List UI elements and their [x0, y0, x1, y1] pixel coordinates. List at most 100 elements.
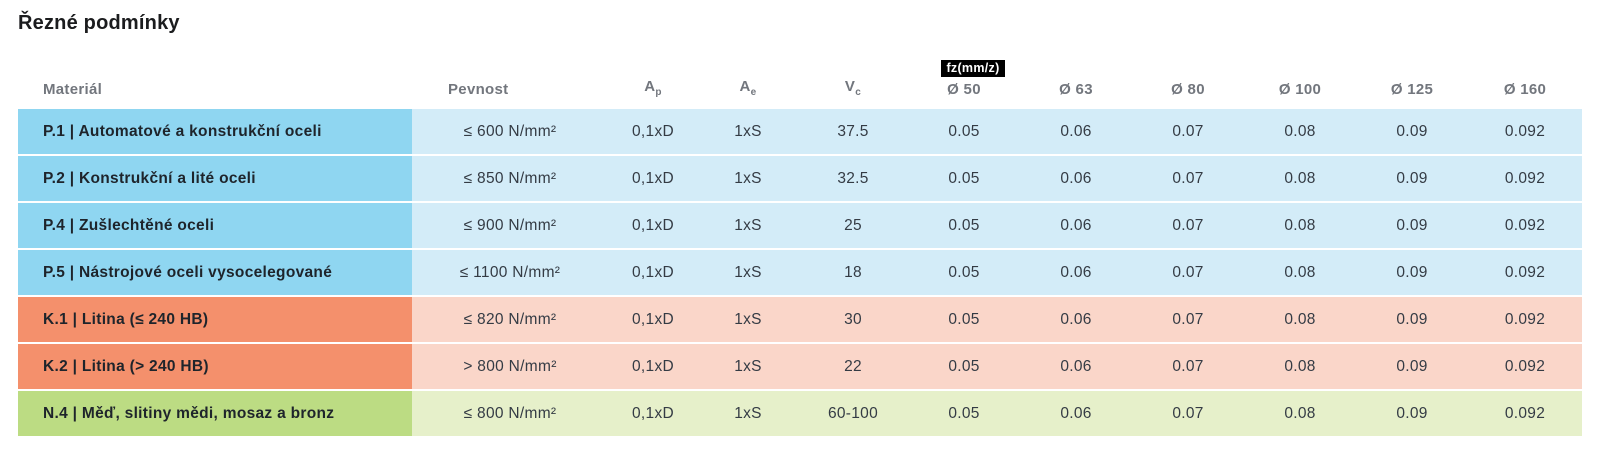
column-header-ap: Ap	[608, 53, 698, 107]
ap-symbol: A	[644, 78, 656, 95]
fz-cell-d160: 0.092	[1468, 297, 1582, 342]
ae-cell: 1xS	[698, 297, 798, 342]
material-cell: K.1 | Litina (≤ 240 HB)	[18, 297, 412, 342]
material-cell: P.4 | Zušlechtěné oceli	[18, 203, 412, 248]
ap-cell: 0,1xD	[608, 250, 698, 295]
vc-cell: 60-100	[798, 391, 908, 436]
fz-cell-d63: 0.06	[1020, 391, 1132, 436]
fz-cell-d100: 0.08	[1244, 156, 1356, 201]
vc-cell: 32.5	[798, 156, 908, 201]
column-header-d50: fz(mm/z) Ø 50	[908, 53, 1020, 107]
vc-cell: 22	[798, 344, 908, 389]
ap-cell: 0,1xD	[608, 109, 698, 154]
fz-cell-d100: 0.08	[1244, 391, 1356, 436]
column-header-d100: Ø 100	[1278, 81, 1322, 98]
ap-subscript: p	[655, 87, 662, 98]
table-header: Materiál Pevnost Ap Ae Vc fz(mm/z) Ø 50 …	[18, 53, 1582, 107]
ap-cell: 0,1xD	[608, 156, 698, 201]
ap-cell: 0,1xD	[608, 391, 698, 436]
pevnost-cell: ≤ 900 N/mm²	[412, 203, 608, 248]
pevnost-cell: ≤ 600 N/mm²	[412, 109, 608, 154]
fz-cell-d80: 0.07	[1132, 344, 1244, 389]
fz-cell-d100: 0.08	[1244, 109, 1356, 154]
column-header-d125: Ø 125	[1390, 81, 1434, 98]
fz-cell-d50: 0.05	[908, 203, 1020, 248]
table-row: N.4 | Měď, slitiny mědi, mosaz a bronz ≤ …	[18, 391, 1582, 436]
ae-cell: 1xS	[698, 391, 798, 436]
fz-cell-d80: 0.07	[1132, 297, 1244, 342]
vc-cell: 25	[798, 203, 908, 248]
fz-cell-d50: 0.05	[908, 250, 1020, 295]
pevnost-cell: ≤ 850 N/mm²	[412, 156, 608, 201]
pevnost-cell: ≤ 1100 N/mm²	[412, 250, 608, 295]
vc-cell: 30	[798, 297, 908, 342]
material-cell: P.5 | Nástrojové oceli vysocelegované	[18, 250, 412, 295]
material-cell: N.4 | Měď, slitiny mědi, mosaz a bronz	[18, 391, 412, 436]
material-cell: P.2 | Konstrukční a lité oceli	[18, 156, 412, 201]
fz-cell-d125: 0.09	[1356, 156, 1468, 201]
fz-cell-d125: 0.09	[1356, 109, 1468, 154]
vc-symbol: V	[844, 78, 856, 95]
column-header-ae: Ae	[698, 53, 798, 107]
fz-cell-d50: 0.05	[908, 297, 1020, 342]
pevnost-cell: ≤ 800 N/mm²	[412, 391, 608, 436]
fz-cell-d50: 0.05	[908, 344, 1020, 389]
column-header-vc: Vc	[798, 53, 908, 107]
ap-cell: 0,1xD	[608, 297, 698, 342]
ae-cell: 1xS	[698, 156, 798, 201]
vc-cell: 37.5	[798, 109, 908, 154]
fz-cell-d63: 0.06	[1020, 109, 1132, 154]
vc-cell: 18	[798, 250, 908, 295]
table-body: P.1 | Automatové a konstrukční oceli ≤ 60…	[18, 109, 1582, 436]
ae-cell: 1xS	[698, 203, 798, 248]
fz-cell-d80: 0.07	[1132, 156, 1244, 201]
vc-subscript: c	[855, 87, 862, 98]
ae-subscript: e	[750, 87, 757, 98]
column-header-d63: Ø 63	[1059, 81, 1093, 98]
table-row: K.2 | Litina (> 240 HB) > 800 N/mm² 0,1xD 1…	[18, 344, 1582, 389]
fz-cell-d63: 0.06	[1020, 250, 1132, 295]
page-title: Řezné podmínky	[18, 12, 180, 34]
ae-cell: 1xS	[698, 109, 798, 154]
fz-cell-d63: 0.06	[1020, 156, 1132, 201]
fz-cell-d100: 0.08	[1244, 297, 1356, 342]
fz-cell-d63: 0.06	[1020, 344, 1132, 389]
fz-cell-d160: 0.092	[1468, 156, 1582, 201]
fz-cell-d160: 0.092	[1468, 109, 1582, 154]
fz-cell-d80: 0.07	[1132, 203, 1244, 248]
table-row: K.1 | Litina (≤ 240 HB) ≤ 820 N/mm² 0,1xD 1…	[18, 297, 1582, 342]
fz-cell-d160: 0.092	[1468, 250, 1582, 295]
fz-cell-d63: 0.06	[1020, 203, 1132, 248]
fz-cell-d125: 0.09	[1356, 250, 1468, 295]
column-header-material: Materiál	[43, 81, 103, 98]
fz-cell-d50: 0.05	[908, 156, 1020, 201]
fz-cell-d80: 0.07	[1132, 391, 1244, 436]
fz-cell-d160: 0.092	[1468, 391, 1582, 436]
pevnost-cell: ≤ 820 N/mm²	[412, 297, 608, 342]
ap-cell: 0,1xD	[608, 344, 698, 389]
fz-cell-d100: 0.08	[1244, 250, 1356, 295]
material-cell: K.2 | Litina (> 240 HB)	[18, 344, 412, 389]
fz-header-stack: fz(mm/z) Ø 50	[908, 59, 1020, 98]
column-header-d160: Ø 160	[1503, 81, 1547, 98]
fz-cell-d125: 0.09	[1356, 297, 1468, 342]
fz-cell-d100: 0.08	[1244, 203, 1356, 248]
fz-cell-d80: 0.07	[1132, 250, 1244, 295]
table-row: P.2 | Konstrukční a lité oceli ≤ 850 N/mm…	[18, 156, 1582, 201]
fz-cell-d80: 0.07	[1132, 109, 1244, 154]
table-row: P.4 | Zušlechtěné oceli ≤ 900 N/mm² 0,1xD 1…	[18, 203, 1582, 248]
fz-cell-d160: 0.092	[1468, 344, 1582, 389]
fz-cell-d100: 0.08	[1244, 344, 1356, 389]
material-cell: P.1 | Automatové a konstrukční oceli	[18, 109, 412, 154]
fz-cell-d125: 0.09	[1356, 391, 1468, 436]
ae-cell: 1xS	[698, 250, 798, 295]
table-row: P.1 | Automatové a konstrukční oceli ≤ 60…	[18, 109, 1582, 154]
fz-cell-d125: 0.09	[1356, 344, 1468, 389]
cutting-conditions-table: Materiál Pevnost Ap Ae Vc fz(mm/z) Ø 50 …	[18, 51, 1582, 438]
fz-cell-d125: 0.09	[1356, 203, 1468, 248]
table-row: P.5 | Nástrojové oceli vysocelegované ≤ 1…	[18, 250, 1582, 295]
column-header-pevnost: Pevnost	[448, 81, 509, 98]
fz-cell-d50: 0.05	[908, 391, 1020, 436]
d50-label: Ø 50	[947, 81, 981, 98]
